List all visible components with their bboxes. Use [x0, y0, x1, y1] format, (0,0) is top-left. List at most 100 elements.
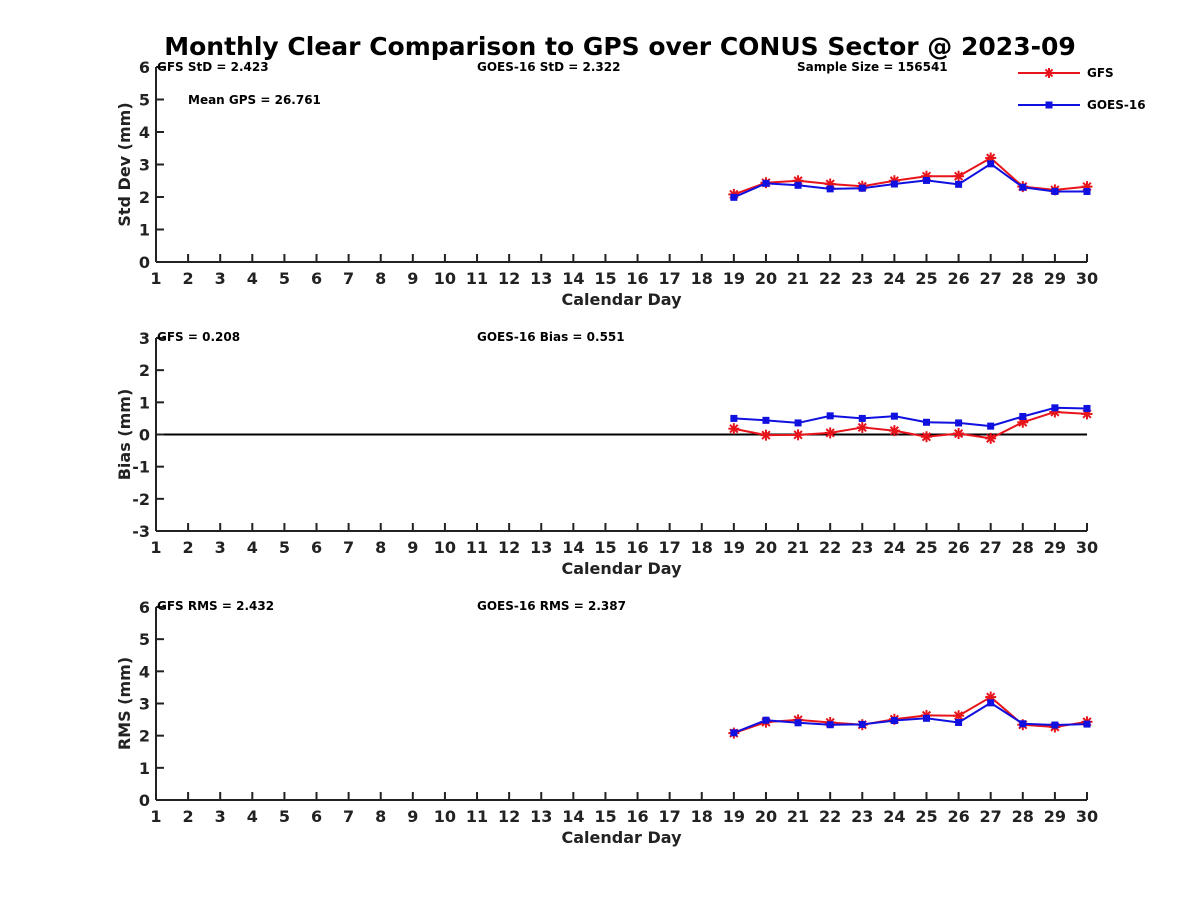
- bias-y-tick-label: 1: [139, 393, 150, 412]
- rms-gfs-line: [733, 696, 1088, 735]
- rms-y-tick-label: 4: [139, 662, 150, 681]
- bias-gfs-point: [856, 421, 868, 433]
- rms-x-tick-label: 21: [787, 807, 809, 826]
- std-dev-x-tick-label: 4: [247, 269, 258, 288]
- bias-gfs-point-stroke: [825, 428, 835, 438]
- bias-goes-point: [730, 414, 738, 422]
- std-dev-goes-point: [1051, 187, 1059, 195]
- bias-x-tick-label: 10: [434, 538, 456, 557]
- bias-goes-point: [1083, 404, 1091, 412]
- bias-x-tick-label: 24: [883, 538, 905, 557]
- std-dev-x-tick-label: 28: [1012, 269, 1034, 288]
- bias-x-tick-label: 11: [466, 538, 488, 557]
- bias-gfs-point: [824, 427, 836, 439]
- bias-x-tick-label: 29: [1044, 538, 1066, 557]
- std-dev-x-tick-label: 3: [215, 269, 226, 288]
- rms-x-tick-label: 5: [279, 807, 290, 826]
- std-dev-x-tick-label: 26: [947, 269, 969, 288]
- std-dev-goes-point: [922, 176, 930, 184]
- rms-annotation: GFS RMS = 2.432: [157, 599, 274, 613]
- std-dev-x-tick-label: 9: [407, 269, 418, 288]
- rms-x-tick-label: 17: [659, 807, 681, 826]
- bias-goes-point: [987, 422, 995, 430]
- rms-x-tick-label: 23: [851, 807, 873, 826]
- bias-y-tick-label: -2: [132, 490, 150, 509]
- bias-x-tick-label: 21: [787, 538, 809, 557]
- rms-x-tick-label: 18: [691, 807, 713, 826]
- rms-y-tick-label: 5: [139, 630, 150, 649]
- std-dev-x-tick-label: 13: [530, 269, 552, 288]
- std-dev-x-tick-label: 19: [723, 269, 745, 288]
- bias-gfs-point-stroke: [761, 430, 771, 440]
- std-dev-goes-point: [730, 193, 738, 201]
- rms-goes-point: [762, 716, 770, 724]
- std-dev-x-tick-label: 6: [311, 269, 322, 288]
- bias-annotation: GFS = 0.208: [157, 330, 240, 344]
- bias-x-tick-label: 30: [1076, 538, 1098, 557]
- rms-annotation: GOES-16 RMS = 2.387: [477, 599, 626, 613]
- rms-goes-point: [794, 719, 802, 727]
- bias-x-tick-label: 25: [915, 538, 937, 557]
- bias-x-tick-label: 26: [947, 538, 969, 557]
- rms-x-tick-label: 26: [947, 807, 969, 826]
- bias-x-tick-label: 13: [530, 538, 552, 557]
- bias-x-tick-label: 18: [691, 538, 713, 557]
- std-dev-y-tick-label: 1: [139, 221, 150, 240]
- bias-x-tick-label: 27: [980, 538, 1002, 557]
- rms-x-tick-label: 16: [626, 807, 648, 826]
- bias-x-tick-label: 4: [247, 538, 258, 557]
- legend-gfs-star-stroke: [1044, 68, 1054, 78]
- rms-x-tick-label: 27: [980, 807, 1002, 826]
- rms-goes-point: [826, 721, 834, 729]
- chart-title: Monthly Clear Comparison to GPS over CON…: [164, 32, 1076, 61]
- std-dev-x-tick-label: 20: [755, 269, 777, 288]
- bias-x-tick-label: 12: [498, 538, 520, 557]
- rms-goes-point: [1051, 721, 1059, 729]
- std-dev-y-tick-label: 4: [139, 123, 150, 142]
- std-dev-gfs-point: [953, 170, 965, 182]
- rms-x-axis-label: Calendar Day: [562, 828, 683, 847]
- bias-x-tick-label: 15: [594, 538, 616, 557]
- std-dev-goes-point: [1019, 183, 1027, 191]
- std-dev-y-tick-label: 6: [139, 58, 150, 77]
- std-dev-x-tick-label: 23: [851, 269, 873, 288]
- std-dev-goes-point: [762, 179, 770, 187]
- rms-x-tick-label: 29: [1044, 807, 1066, 826]
- rms-x-tick-label: 30: [1076, 807, 1098, 826]
- rms-gfs-point-stroke: [953, 711, 964, 721]
- std-dev-x-tick-label: 14: [562, 269, 584, 288]
- std-dev-y-tick-label: 0: [139, 253, 150, 272]
- rms-x-tick-label: 25: [915, 807, 937, 826]
- bias-x-tick-label: 14: [562, 538, 584, 557]
- std-dev-x-axis-label: Calendar Day: [562, 290, 683, 309]
- bias-x-tick-label: 22: [819, 538, 841, 557]
- bias-gfs-point-stroke: [986, 433, 996, 443]
- rms-x-tick-label: 14: [562, 807, 584, 826]
- bias-gfs-point-stroke: [921, 432, 932, 442]
- rms-x-tick-label: 6: [311, 807, 322, 826]
- bias-goes-point: [922, 418, 930, 426]
- std-dev-x-tick-label: 7: [343, 269, 354, 288]
- bias-gfs-point: [728, 423, 740, 435]
- rms-x-tick-label: 28: [1012, 807, 1034, 826]
- rms-goes-point: [955, 718, 963, 726]
- bias-x-tick-label: 19: [723, 538, 745, 557]
- legend: GFS GOES-16: [1018, 66, 1146, 112]
- bias-x-tick-label: 28: [1012, 538, 1034, 557]
- bias-x-tick-label: 17: [659, 538, 681, 557]
- std-dev-annotation: Sample Size = 156541: [797, 60, 948, 74]
- bias-gfs-point: [985, 432, 997, 444]
- rms-x-tick-label: 3: [215, 807, 226, 826]
- bias-x-tick-label: 7: [343, 538, 354, 557]
- std-dev-x-tick-label: 2: [183, 269, 194, 288]
- std-dev-goes-point: [890, 180, 898, 188]
- std-dev-y-tick-label: 5: [139, 91, 150, 110]
- std-dev-y-tick-label: 2: [139, 188, 150, 207]
- bias-gfs-point: [888, 425, 900, 437]
- std-dev-x-tick-label: 11: [466, 269, 488, 288]
- rms-x-tick-label: 10: [434, 807, 456, 826]
- bias-goes-point: [762, 416, 770, 424]
- rms-y-tick-label: 6: [139, 598, 150, 617]
